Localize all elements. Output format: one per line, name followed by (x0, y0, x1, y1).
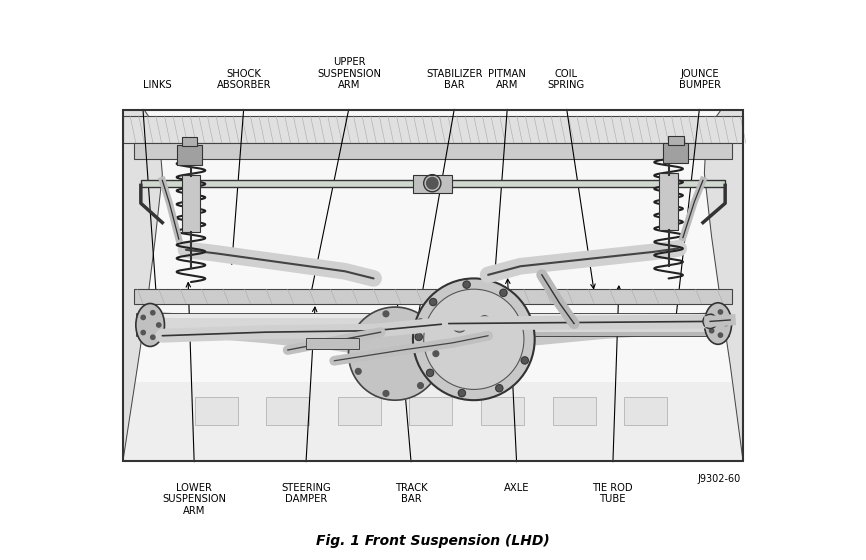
Bar (266, 396, 309, 425)
Bar (668, 136, 683, 144)
Circle shape (458, 390, 465, 396)
Circle shape (383, 311, 389, 317)
Bar (410, 396, 452, 425)
Circle shape (413, 278, 534, 400)
Circle shape (151, 335, 155, 339)
Circle shape (417, 382, 423, 389)
Bar (141, 180, 725, 188)
Circle shape (703, 314, 717, 329)
Bar (195, 396, 237, 425)
Circle shape (417, 319, 423, 325)
Circle shape (724, 321, 728, 326)
Circle shape (500, 289, 507, 296)
Circle shape (523, 319, 530, 326)
Circle shape (433, 351, 439, 357)
Polygon shape (704, 110, 743, 461)
Circle shape (355, 368, 361, 374)
Bar (553, 396, 596, 425)
Polygon shape (123, 110, 162, 461)
Circle shape (426, 369, 434, 376)
Bar (662, 143, 688, 163)
Bar (338, 396, 381, 425)
Bar (133, 289, 732, 304)
Circle shape (141, 330, 145, 335)
Text: SHOCK
ABSORBER: SHOCK ABSORBER (216, 68, 271, 90)
Bar (182, 137, 197, 146)
Circle shape (415, 333, 423, 340)
Circle shape (430, 298, 436, 306)
Ellipse shape (136, 304, 165, 347)
Circle shape (709, 314, 714, 319)
Bar (138, 314, 728, 318)
Bar (138, 314, 728, 336)
Text: Fig. 1 Front Suspension (LHD): Fig. 1 Front Suspension (LHD) (316, 534, 550, 548)
Bar (138, 332, 728, 336)
Circle shape (479, 316, 490, 327)
Text: STABILIZER
BAR: STABILIZER BAR (426, 68, 483, 90)
Circle shape (521, 357, 528, 364)
Text: UPPER
SUSPENSION
ARM: UPPER SUSPENSION ARM (317, 57, 381, 90)
Bar (123, 382, 743, 461)
Circle shape (355, 333, 361, 339)
Circle shape (709, 329, 714, 333)
Text: TRACK
BAR: TRACK BAR (395, 483, 428, 504)
Text: PITMAN
ARM: PITMAN ARM (488, 68, 527, 90)
Circle shape (157, 323, 161, 327)
Bar (413, 175, 452, 193)
Bar (659, 173, 678, 231)
Text: STEERING
DAMPER: STEERING DAMPER (281, 483, 331, 504)
Bar (624, 396, 667, 425)
Circle shape (718, 310, 722, 314)
Bar (123, 110, 743, 461)
Text: JOUNCE
BUMPER: JOUNCE BUMPER (679, 68, 721, 90)
Circle shape (383, 390, 389, 396)
Bar (133, 143, 732, 159)
Bar (177, 144, 202, 165)
Circle shape (423, 289, 524, 389)
Bar (481, 396, 524, 425)
Bar (123, 110, 743, 461)
Bar (123, 116, 743, 143)
Circle shape (348, 307, 442, 400)
Text: LINKS: LINKS (143, 80, 171, 90)
Circle shape (452, 318, 467, 332)
Ellipse shape (704, 303, 732, 344)
Text: AXLE: AXLE (504, 483, 529, 492)
Circle shape (495, 385, 503, 392)
Text: LOWER
SUSPENSION
ARM: LOWER SUSPENSION ARM (162, 483, 226, 516)
Text: J9302-60: J9302-60 (698, 474, 741, 484)
Text: TIE ROD
TUBE: TIE ROD TUBE (592, 483, 633, 504)
Bar (306, 338, 359, 349)
Circle shape (151, 311, 155, 315)
Circle shape (427, 178, 438, 189)
Circle shape (463, 281, 470, 288)
Text: COIL
SPRING: COIL SPRING (547, 68, 585, 90)
Bar (182, 175, 200, 232)
Circle shape (718, 333, 722, 337)
Circle shape (141, 315, 145, 320)
